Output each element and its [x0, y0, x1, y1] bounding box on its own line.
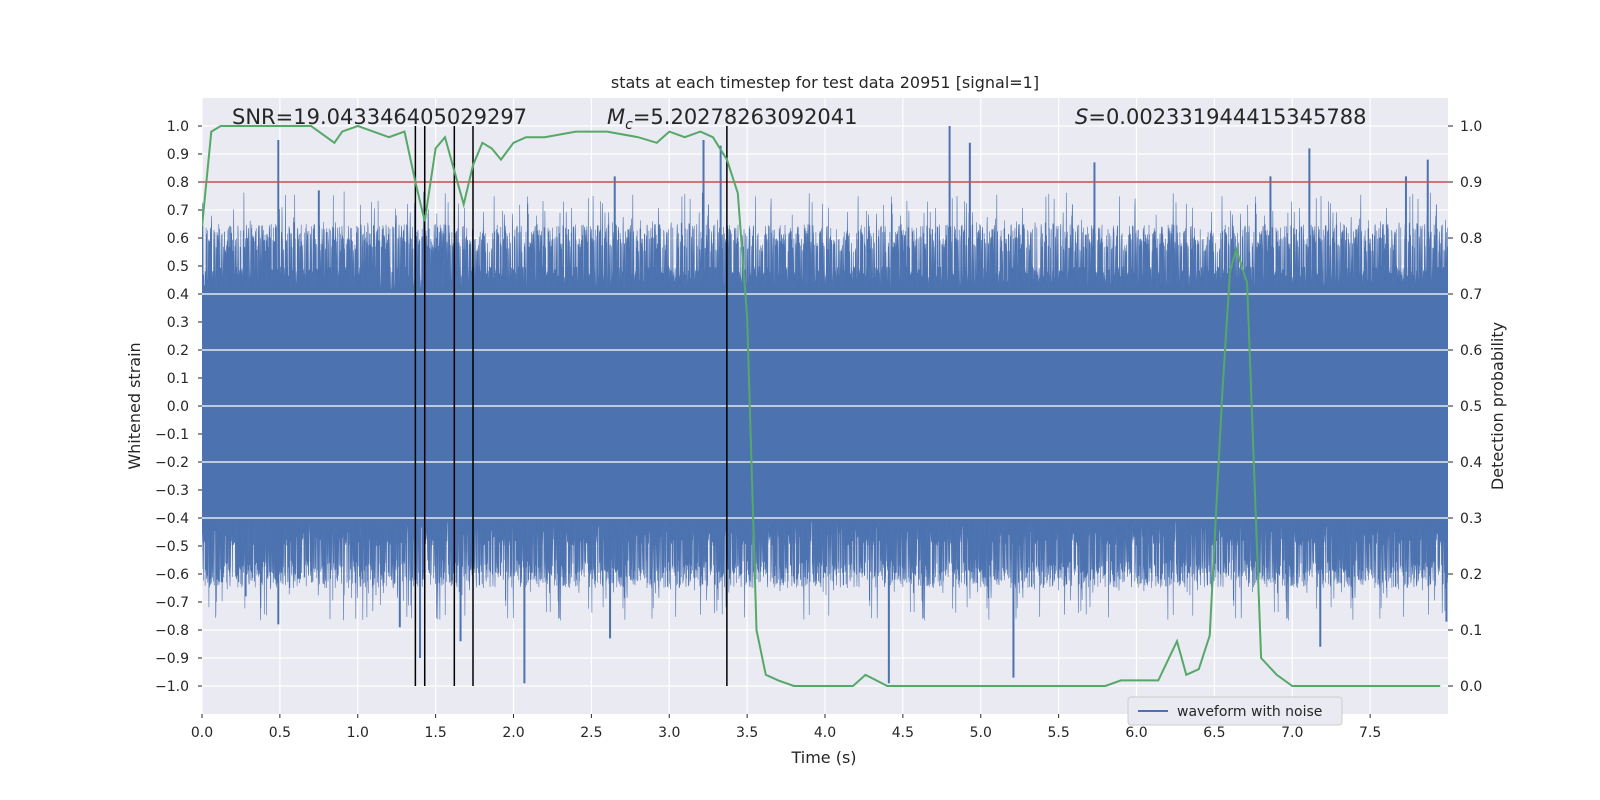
y-right-tick-label: 0.9 — [1460, 175, 1482, 191]
y-right-tick-label: 0.8 — [1460, 231, 1482, 247]
legend-label: waveform with noise — [1177, 704, 1322, 720]
y-left-tick-label: 0.3 — [167, 315, 189, 331]
x-tick-label: 2.0 — [502, 725, 524, 741]
y-left-tick-label: 0.1 — [167, 371, 189, 387]
statistic-annotation: S=0.002331944415345788 — [1075, 105, 1366, 129]
chart-title: stats at each timestep for test data 209… — [611, 73, 1039, 92]
snr-annotation: SNR=19.043346405029297 — [232, 105, 527, 129]
y-left-tick-label: 0.2 — [167, 343, 189, 359]
x-tick-label: 6.5 — [1203, 725, 1225, 741]
chirp-mass-annotation: Mc=5.20278263092041 — [607, 105, 858, 133]
x-tick-label: 4.5 — [892, 725, 914, 741]
y-left-tick-label: 0.0 — [167, 399, 189, 415]
y-left-tick-label: 0.4 — [167, 287, 189, 303]
y-left-tick-label: −0.6 — [155, 567, 189, 583]
probability-line — [202, 124, 1441, 687]
x-tick-label: 6.0 — [1125, 725, 1147, 741]
x-tick-label: 7.0 — [1281, 725, 1303, 741]
y-left-tick-label: −0.8 — [155, 623, 189, 639]
y-left-tick-label: −1.0 — [155, 679, 189, 695]
y-left-tick-label: −0.1 — [155, 427, 189, 443]
y-right-tick-label: 0.4 — [1460, 455, 1482, 471]
x-axis-ticks: 0.0 0.5 1.0 1.5 2.0 2.5 3.0 3.5 4.0 4.5 5.0 5.5 6.0 6… — [191, 714, 1381, 741]
grid-horizontal-overlay — [202, 293, 1448, 519]
x-tick-label: 4.0 — [814, 725, 836, 741]
x-tick-label: 1.5 — [424, 725, 446, 741]
y-right-axis-label: Detection probability — [1488, 322, 1507, 490]
y-right-tick-label: 0.1 — [1460, 623, 1482, 639]
y-left-tick-label: 0.9 — [167, 147, 189, 163]
y-right-tick-label: 0.3 — [1460, 511, 1482, 527]
y-left-tick-label: 0.5 — [167, 259, 189, 275]
x-tick-label: 3.0 — [658, 725, 680, 741]
y-left-axis-ticks: 1.0 0.9 0.8 0.7 0.6 0.5 0.4 0.3 0.2 0.1 0.0 −0.1 −0.… — [155, 119, 202, 695]
x-tick-label: 5.0 — [970, 725, 992, 741]
x-tick-label: 1.0 — [347, 725, 369, 741]
y-right-tick-label: 1.0 — [1460, 119, 1482, 135]
y-left-tick-label: −0.7 — [155, 595, 189, 611]
y-right-tick-label: 0.5 — [1460, 399, 1482, 415]
y-left-axis-label: Whitened strain — [125, 342, 144, 469]
x-tick-label: 5.5 — [1047, 725, 1069, 741]
x-axis-label: Time (s) — [790, 748, 856, 767]
y-left-tick-label: 1.0 — [167, 119, 189, 135]
y-right-tick-label: 0.7 — [1460, 287, 1482, 303]
y-right-tick-label: 0.6 — [1460, 343, 1482, 359]
y-left-tick-label: 0.8 — [167, 175, 189, 191]
legend-box — [1127, 696, 1343, 726]
y-left-tick-label: −0.2 — [155, 455, 189, 471]
y-left-tick-label: −0.3 — [155, 483, 189, 499]
y-left-tick-label: 0.6 — [167, 231, 189, 247]
y-left-tick-label: 0.7 — [167, 203, 189, 219]
y-right-tick-label: 0.2 — [1460, 567, 1482, 583]
x-tick-label: 3.5 — [736, 725, 758, 741]
y-left-tick-label: −0.4 — [155, 511, 189, 527]
x-tick-label: 2.5 — [580, 725, 602, 741]
x-tick-label: 0.5 — [269, 725, 291, 741]
y-left-tick-label: −0.9 — [155, 651, 189, 667]
y-left-tick-label: −0.5 — [155, 539, 189, 555]
y-right-tick-label: 0.0 — [1460, 679, 1482, 695]
y-right-axis-ticks: 1.0 0.9 0.8 0.7 0.6 0.5 0.4 0.3 0.2 0.1 0.0 — [1448, 119, 1482, 695]
legend: waveform with noise — [1127, 696, 1343, 726]
x-tick-label: 0.0 — [191, 725, 213, 741]
x-tick-label: 7.5 — [1359, 725, 1381, 741]
